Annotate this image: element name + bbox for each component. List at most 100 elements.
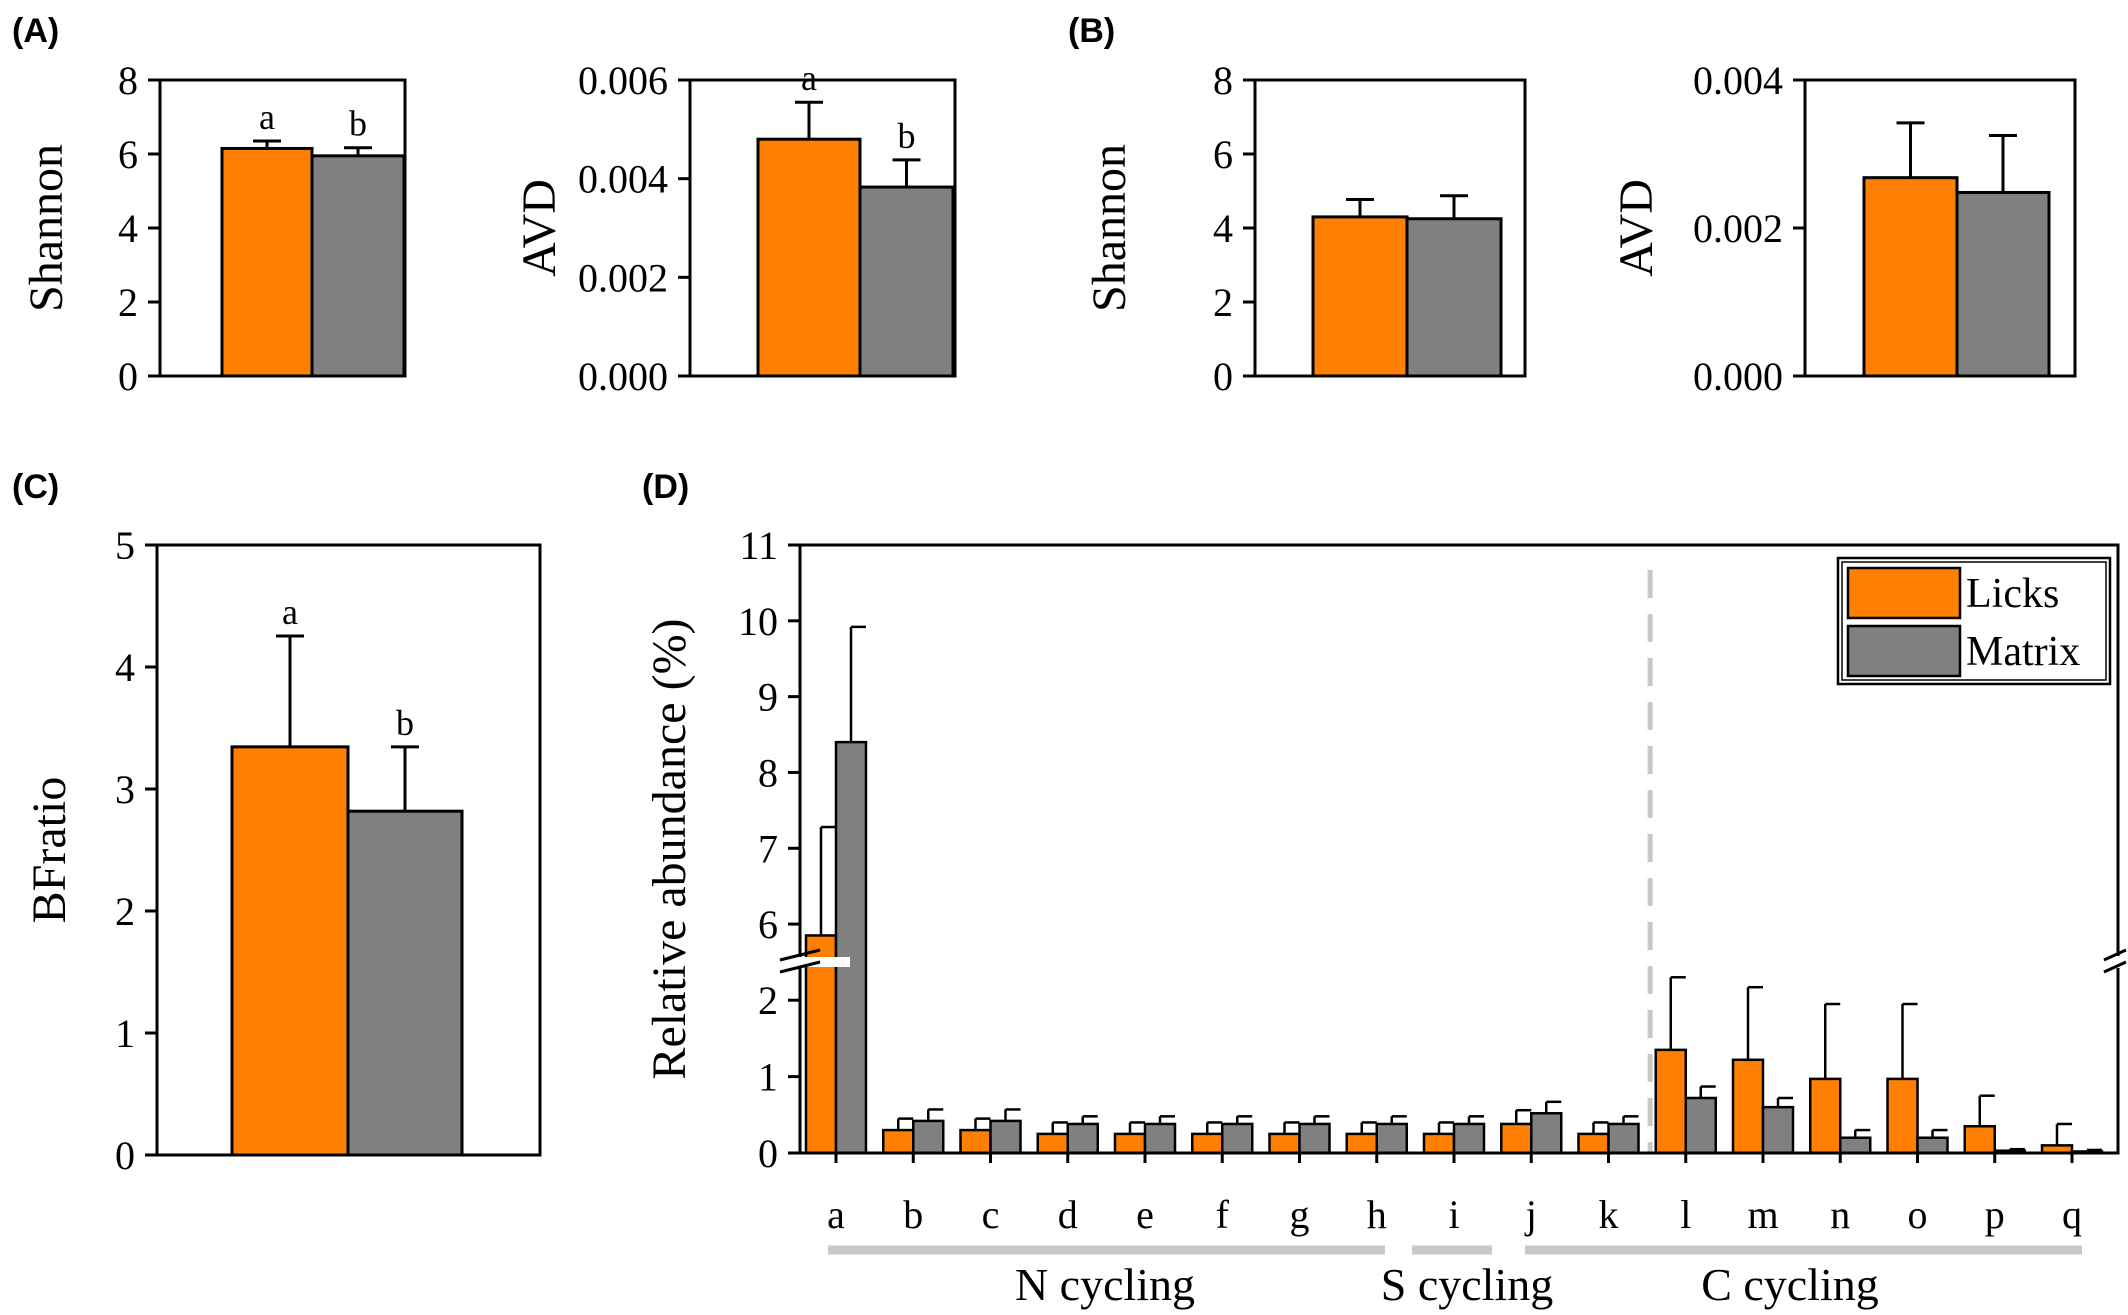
bar-licks-m — [1731, 1058, 1765, 1155]
x-tick-label: h — [1367, 1192, 1387, 1237]
y-tick-label: 11 — [739, 523, 778, 568]
bar-matrix-i — [1452, 1122, 1486, 1155]
bar-matrix-e — [1143, 1122, 1177, 1155]
y-tick-label: 6 — [758, 902, 778, 947]
legend-swatch-licks — [1846, 566, 1962, 620]
bar-licks-a — [804, 934, 838, 1155]
y-tick-label: 8 — [1213, 58, 1233, 103]
bar-licks-c — [959, 1128, 992, 1155]
y-tick-label: 2 — [1213, 280, 1233, 325]
significance-letter: a — [259, 97, 275, 137]
legend-inner-border — [1841, 561, 2107, 681]
axis-break-mark — [779, 948, 821, 962]
bar-licks-b — [882, 1128, 915, 1155]
y-tick-label: 3 — [115, 767, 135, 812]
x-tick-label: d — [1058, 1192, 1078, 1237]
bar-matrix-c — [989, 1119, 1022, 1155]
x-tick-label: q — [2062, 1192, 2082, 1237]
panel-label: (C) — [12, 468, 59, 506]
legend-label-matrix: Matrix — [1966, 629, 2080, 675]
bar-licks-o — [1886, 1077, 1919, 1155]
y-tick-label: 0.006 — [578, 58, 668, 103]
y-tick-label: 0.000 — [578, 354, 668, 399]
y-axis-label: Shannon — [20, 144, 73, 312]
y-tick-label: 0.000 — [1693, 354, 1783, 399]
bar-matrix-f — [1221, 1122, 1254, 1155]
y-tick-label: 2 — [115, 889, 135, 934]
y-tick-label: 6 — [1213, 132, 1233, 177]
x-tick-label: b — [903, 1192, 923, 1237]
bar-matrix — [1955, 190, 2051, 378]
bar-matrix-h — [1375, 1122, 1408, 1155]
y-tick-label: 0.004 — [1693, 58, 1783, 103]
bar-licks-l — [1654, 1048, 1687, 1155]
bar-matrix-o — [1916, 1136, 1949, 1155]
bar-licks — [220, 146, 314, 378]
bar-licks-d — [1036, 1132, 1069, 1155]
legend-label-licks: Licks — [1966, 571, 2059, 617]
y-tick-label: 7 — [758, 826, 778, 871]
y-axis-label: Shannon — [1083, 144, 1136, 312]
y-tick-label: 5 — [115, 523, 135, 568]
y-tick-label: 0 — [758, 1131, 778, 1176]
y-tick-label: 0.002 — [1693, 206, 1783, 251]
y-tick-label: 2 — [758, 978, 778, 1023]
y-tick-label: 8 — [118, 58, 138, 103]
x-tick-label: f — [1216, 1192, 1230, 1237]
group-label: S cycling — [1381, 1259, 1553, 1310]
y-tick-label: 2 — [118, 280, 138, 325]
bar-matrix — [1405, 217, 1503, 378]
y-tick-label: 4 — [1213, 206, 1233, 251]
x-tick-label: l — [1680, 1192, 1691, 1237]
bar-licks-e — [1113, 1132, 1147, 1155]
y-tick-label: 6 — [118, 132, 138, 177]
y-axis-label: AVD — [1610, 179, 1663, 277]
x-tick-label: i — [1448, 1192, 1459, 1237]
significance-letter: a — [801, 58, 817, 98]
group-label: C cycling — [1701, 1259, 1879, 1310]
significance-letter: b — [898, 116, 916, 156]
axis-break-mark — [2103, 948, 2127, 962]
bar-licks-p — [1963, 1125, 1996, 1155]
y-axis-label: BFratio — [23, 777, 76, 924]
y-tick-label: 1 — [758, 1055, 778, 1100]
bar-matrix — [310, 154, 406, 378]
x-tick-label: o — [1908, 1192, 1928, 1237]
bar-matrix-l — [1684, 1096, 1717, 1155]
y-tick-label: 0.004 — [578, 157, 668, 202]
y-tick-label: 4 — [118, 206, 138, 251]
bar-licks-j — [1500, 1122, 1533, 1155]
significance-letter: a — [282, 592, 298, 632]
y-axis-label: Relative abundance (%) — [643, 618, 696, 1079]
significance-letter: b — [396, 703, 414, 743]
y-tick-label: 0 — [1213, 354, 1233, 399]
bar-matrix-b — [912, 1119, 945, 1155]
bar-matrix — [858, 185, 955, 378]
y-tick-label: 8 — [758, 750, 778, 795]
x-tick-label: c — [982, 1192, 1000, 1237]
axis-break-mark — [779, 960, 821, 974]
bar-licks-i — [1422, 1132, 1456, 1155]
plot-frame — [155, 543, 542, 1157]
bar-matrix-n — [1839, 1136, 1872, 1155]
group-label: N cycling — [1015, 1259, 1195, 1310]
axis-break-mark — [2103, 960, 2127, 974]
bar-licks-f — [1191, 1132, 1224, 1155]
panel-label: (B) — [1068, 12, 1115, 50]
x-tick-label: a — [827, 1192, 845, 1237]
y-axis-label: AVD — [513, 179, 566, 277]
significance-letter: b — [349, 104, 367, 144]
y-tick-label: 0.002 — [578, 255, 668, 300]
panel-label: (A) — [12, 12, 59, 50]
x-tick-label: g — [1290, 1192, 1310, 1237]
y-tick-label: 0 — [115, 1133, 135, 1178]
bar-matrix-m — [1761, 1105, 1795, 1155]
bar-matrix-g — [1298, 1122, 1331, 1155]
legend-swatch-matrix — [1846, 624, 1962, 678]
bar-matrix-j — [1530, 1112, 1563, 1155]
x-tick-label: m — [1747, 1192, 1778, 1237]
x-tick-label: j — [1524, 1192, 1537, 1237]
x-tick-label: n — [1830, 1192, 1850, 1237]
bar-licks — [1311, 215, 1409, 378]
